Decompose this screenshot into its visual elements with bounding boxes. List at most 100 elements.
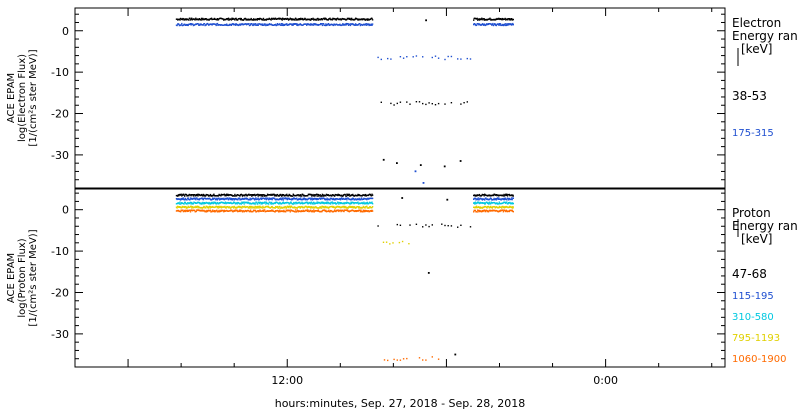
electron-point-1-0-42 [200,23,202,25]
electron-point-0-1-45 [499,18,501,21]
proton-point-2-0-287 [343,202,345,204]
proton-point-0-2-3 [409,224,411,226]
electron-point-1-1-55 [505,23,507,25]
proton-point-4-0-243 [317,209,319,211]
proton-point-0-0-7 [179,194,182,196]
proton-point-2-0-299 [350,201,352,203]
electron-point-1-0-292 [346,23,348,26]
proton-point-1-0-154 [265,198,268,201]
electron-point-0-0-191 [287,18,289,20]
proton-point-0-0-289 [344,193,346,196]
proton-point-3-0-313 [358,206,360,208]
proton-point-2-1-23 [486,201,488,204]
proton-point-4-0-127 [249,209,252,211]
proton-point-3-0-88 [227,206,229,208]
electron-series-1-segment-2 [377,55,472,61]
electron-point-1-2-7 [412,56,414,58]
electron-panel: ACE EPAM log(Electron Flux) [1/(cm²s ste… [6,7,798,189]
electron-scatter-point-1-0 [414,170,417,173]
proton-point-3-0-13 [183,205,185,208]
proton-point-1-0-197 [290,199,293,201]
proton-point-2-0-46 [202,202,205,204]
proton-point-4-0-58 [209,209,212,211]
electron-point-1-0-86 [226,23,228,25]
proton-legend-title-line-2: Energy ran [732,219,798,233]
proton-point-2-0-336 [371,203,374,205]
electron-point-0-0-297 [349,17,351,20]
proton-point-1-0-283 [341,197,343,199]
proton-point-3-0-172 [276,206,278,208]
electron-point-0-1-49 [501,17,503,20]
proton-point-1-0-220 [304,198,306,200]
proton-point-0-1-14 [481,194,483,197]
proton-point-3-0-130 [251,206,254,208]
proton-point-1-0-116 [243,198,245,200]
proton-point-3-0-288 [343,205,346,208]
proton-point-2-0-24 [189,201,192,204]
proton-point-4-0-281 [339,209,342,211]
electron-point-1-0-200 [292,24,294,26]
proton-point-3-0-131 [252,207,254,209]
electron-point-1-0-1 [176,24,178,27]
proton-point-4-0-113 [241,211,244,213]
proton-point-0-0-31 [193,194,196,196]
proton-point-0-0-199 [292,195,294,197]
proton-point-2-0-5 [178,203,181,205]
electron-scatter-point-0-0 [425,19,427,22]
proton-point-3-0-223 [306,206,308,208]
proton-point-4-1-26 [488,210,490,213]
electron-ytick-label-1: -10 [51,66,69,79]
proton-point-1-0-269 [332,197,335,200]
proton-point-2-0-288 [343,203,346,205]
electron-point-0-0-221 [304,18,307,20]
proton-point-1-0-241 [316,197,318,200]
proton-point-0-0-193 [288,193,290,196]
proton-point-2-0-326 [366,202,368,205]
electron-point-1-2-1 [380,58,382,61]
proton-point-0-2-6 [425,224,427,226]
electron-point-0-0-162 [270,19,272,21]
proton-point-2-1-44 [498,201,500,203]
proton-point-3-0-126 [249,207,251,209]
proton-point-2-0-267 [331,201,334,203]
proton-point-1-0-303 [352,197,355,200]
proton-point-2-0-83 [224,202,226,204]
electron-point-1-0-147 [261,24,263,26]
proton-point-4-1-15 [481,209,484,212]
proton-point-3-0-148 [262,205,264,208]
electron-point-0-1-62 [509,18,511,20]
electron-point-1-0-54 [207,23,209,25]
proton-point-2-0-211 [299,201,301,204]
proton-point-1-0-289 [344,198,346,200]
proton-point-0-2-8 [431,224,433,226]
proton-point-1-0-239 [315,197,317,200]
electron-point-1-0-152 [264,23,266,25]
proton-point-2-1-10 [478,202,481,205]
electron-point-0-0-132 [252,18,255,20]
proton-point-2-0-200 [292,203,294,205]
electron-point-0-0-44 [201,19,203,21]
electron-point-0-0-306 [354,18,356,21]
proton-point-2-0-256 [325,202,327,204]
proton-point-3-0-237 [314,207,316,209]
proton-point-2-1-40 [496,202,498,204]
electron-point-1-0-289 [344,23,346,25]
xtick-label-1: 0:00 [593,374,618,387]
proton-point-3-1-52 [503,206,505,208]
electron-point-0-0-170 [275,17,277,20]
proton-point-4-0-183 [282,210,284,213]
proton-point-1-0-44 [201,197,203,199]
proton-point-2-0-166 [272,203,275,205]
electron-point-0-0-33 [195,17,197,19]
proton-point-3-0-297 [349,205,351,207]
electron-point-0-0-12 [182,18,185,20]
electron-point-0-0-43 [200,17,203,20]
proton-point-4-2-8 [422,359,424,361]
proton-point-1-0-96 [231,199,234,201]
proton-point-1-1-51 [502,198,505,201]
proton-point-0-2-4 [415,223,418,225]
proton-point-2-1-18 [483,202,485,204]
proton-point-0-0-100 [234,193,236,196]
proton-point-2-0-327 [366,201,369,204]
proton-point-1-0-263 [329,199,331,201]
